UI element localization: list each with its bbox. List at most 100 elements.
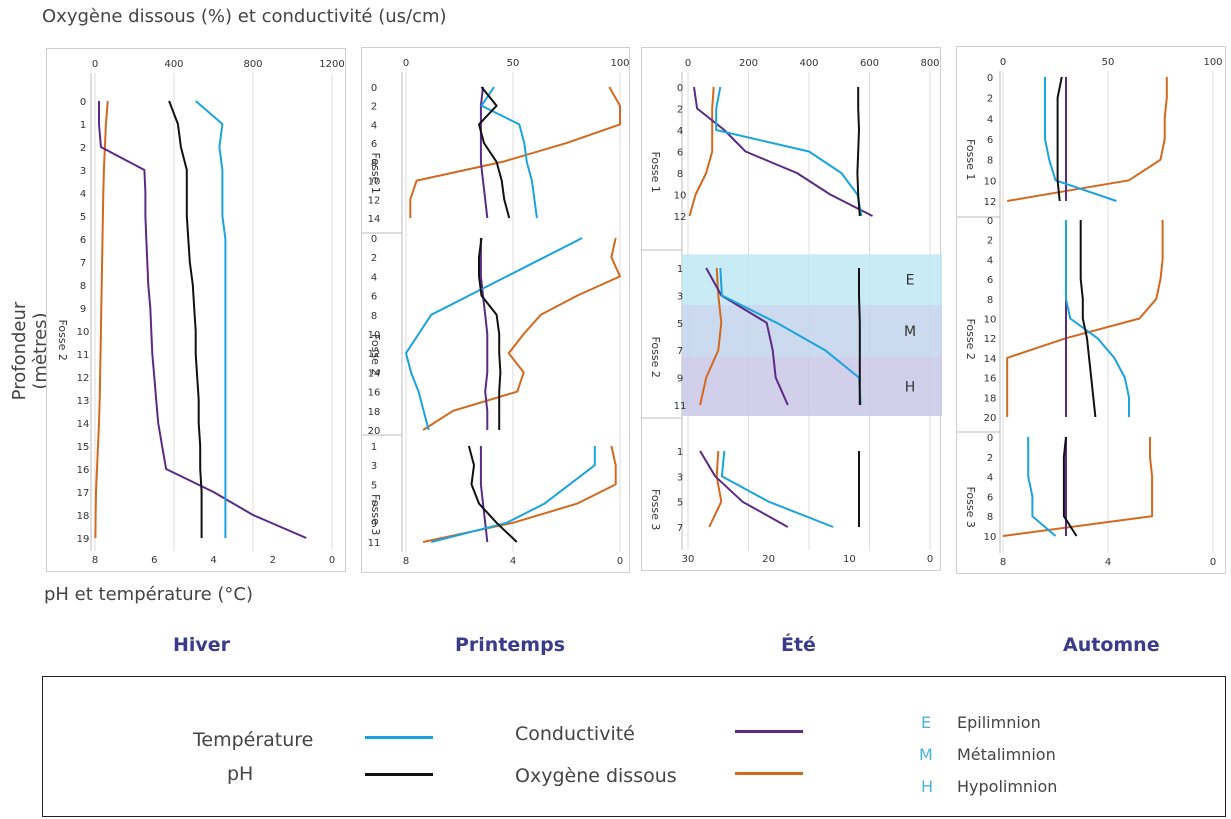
series-line-ph	[467, 445, 518, 543]
zone-letter: E	[906, 273, 915, 289]
series-line-conductivity	[479, 238, 489, 430]
series-line-conductivity	[699, 450, 789, 528]
depth-tick-label: 14	[77, 419, 90, 430]
series-line-oxygen	[422, 237, 621, 431]
section-label: Fosse 1	[649, 152, 662, 193]
top-tick-label: 50	[1102, 57, 1115, 68]
bottom-tick-label: 0	[927, 554, 933, 565]
series-line-conductivity	[479, 86, 489, 219]
depth-tick-label: 8	[80, 281, 86, 292]
season-label-ete: Été	[781, 634, 816, 656]
depth-tick-label: 0	[80, 97, 86, 108]
section-label: Fosse 3	[964, 487, 977, 528]
series-line-temperature	[405, 237, 583, 431]
legend-temperature-line	[365, 736, 433, 739]
legend-conductivity-label: Conductivité	[515, 723, 635, 745]
depth-tick-label: 1	[80, 120, 86, 131]
bottom-tick-label: 0	[617, 556, 623, 567]
bottom-axis-title: pH et température (°C)	[44, 584, 254, 605]
depth-tick-label: 0	[987, 216, 993, 227]
series-line-ph	[1079, 220, 1097, 418]
depth-tick-label: 0	[987, 433, 993, 444]
depth-tick-label: 9	[371, 519, 377, 530]
season-label-hiver: Hiver	[173, 634, 231, 656]
depth-tick-label: 10	[368, 177, 381, 188]
series-line-ph	[1056, 76, 1063, 202]
depth-tick-label: 18	[77, 511, 90, 522]
bottom-tick-label: 8	[1000, 557, 1006, 568]
top-tick-label: 100	[1203, 57, 1222, 68]
top-tick-label: 800	[243, 59, 262, 70]
chart-printemps: 0 50 100 8 4 0 0 2 4 6 8 10 12 14 Fosse 1 0 2 4 6 8 10 12 14 16…	[362, 58, 630, 567]
series-line-ph	[1062, 436, 1078, 537]
depth-tick-label: 17	[77, 488, 90, 499]
depth-tick-label: 0	[987, 73, 993, 84]
depth-tick-label: 10	[984, 315, 997, 326]
depth-tick-label: 8	[677, 169, 683, 180]
depth-tick-label: 0	[371, 83, 377, 94]
top-tick-label: 50	[507, 58, 520, 69]
depth-tick-label: 14	[368, 214, 381, 225]
bottom-tick-label: 0	[1210, 557, 1216, 568]
zone-letter: H	[905, 380, 916, 396]
depth-tick-label: 4	[371, 272, 377, 283]
depth-tick-label: 10	[984, 176, 997, 187]
series-line-temperature	[1027, 437, 1057, 537]
series-line-oxygen	[688, 86, 715, 217]
depth-tick-label: 0	[371, 234, 377, 245]
series-line-temperature	[720, 450, 834, 528]
depth-tick-label: 6	[987, 135, 993, 146]
section-label: Fosse 1	[964, 139, 977, 180]
series-line-temperature	[715, 86, 863, 217]
depth-tick-label: 9	[677, 374, 683, 385]
legend-oxygen-line	[735, 772, 803, 775]
depth-tick-label: 8	[987, 512, 993, 523]
depth-tick-label: 1	[371, 442, 377, 453]
depth-tick-label: 3	[677, 291, 683, 302]
legend-zone-letter-m: M	[919, 745, 933, 764]
depth-tick-label: 11	[77, 350, 90, 361]
depth-tick-label: 8	[371, 311, 377, 322]
depth-tick-label: 12	[674, 212, 687, 223]
legend-zone-letter-e: E	[921, 713, 932, 732]
series-line-conductivity	[479, 446, 489, 543]
top-tick-label: 0	[1000, 57, 1006, 68]
top-tick-label: 0	[92, 59, 98, 70]
section-label: Fosse 2	[649, 337, 662, 378]
depth-tick-label: 4	[80, 189, 86, 200]
section-label: Fosse 2	[964, 319, 977, 360]
bottom-tick-label: 4	[1105, 557, 1111, 568]
top-tick-label: 400	[164, 59, 183, 70]
legend-zone-name-metalimnion: Métalimnion	[957, 745, 1056, 764]
depth-tick-label: 11	[368, 538, 381, 549]
depth-tick-label: 14	[368, 368, 381, 379]
section-label: Fosse 1	[369, 153, 382, 194]
series-line-temperature	[480, 86, 538, 219]
depth-tick-label: 2	[677, 105, 683, 116]
depth-tick-label: 4	[677, 126, 683, 137]
series-line-temperature	[1044, 77, 1117, 202]
depth-tick-label: 5	[80, 212, 86, 223]
legend-zone-name-epilimnion: Epilimnion	[957, 713, 1041, 732]
legend-conductivity-line	[735, 730, 803, 733]
depth-tick-label: 5	[371, 480, 377, 491]
depth-tick-label: 6	[371, 292, 377, 303]
depth-tick-label: 1	[677, 447, 683, 458]
top-tick-label: 600	[860, 58, 879, 69]
bottom-tick-label: 20	[762, 554, 775, 565]
bottom-tick-label: 2	[270, 555, 276, 566]
depth-tick-label: 18	[368, 407, 381, 418]
depth-tick-label: 14	[984, 354, 997, 365]
depth-tick-label: 7	[677, 346, 683, 357]
depth-tick-label: 12	[368, 195, 381, 206]
depth-tick-label: 16	[368, 388, 381, 399]
series-line-ph	[858, 268, 861, 405]
depth-tick-label: 2	[371, 253, 377, 264]
depth-tick-label: 0	[677, 83, 683, 94]
legend-ph-label: pH	[227, 763, 254, 785]
depth-tick-label: 5	[677, 498, 683, 509]
depth-tick-label: 20	[984, 413, 997, 424]
depth-tick-label: 2	[987, 94, 993, 105]
